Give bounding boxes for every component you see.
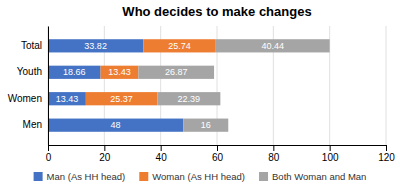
x-axis: 0 20 40 60 80 100 120 <box>46 145 396 163</box>
y-axis: Men Women Youth Total <box>8 27 49 146</box>
axis-line <box>49 146 387 152</box>
tick: 100 <box>322 145 339 163</box>
tick-mark <box>48 145 49 151</box>
data-label: 33.82 <box>84 41 107 51</box>
data-label: 25.37 <box>110 94 133 104</box>
data-label: 22.39 <box>178 94 201 104</box>
tick: 80 <box>268 145 280 163</box>
legend-swatch <box>139 172 148 181</box>
data-label: 40.44 <box>261 41 284 51</box>
tick-mark <box>161 145 162 151</box>
legend-item: Both Woman and Man <box>259 171 366 182</box>
tick: Total <box>21 40 42 51</box>
legend: Man (As HH head) Woman (As HH head) Both W… <box>34 171 367 182</box>
tick-label: 40 <box>156 152 168 163</box>
tick-label: Men <box>23 119 42 130</box>
bar <box>143 39 216 52</box>
tick-label: Total <box>21 40 42 51</box>
legend-swatch <box>34 172 43 181</box>
bar <box>216 39 330 52</box>
plot: 0 20 40 60 80 100 120 Men Women Youth Total 48 16 13.… <box>8 26 396 163</box>
bars <box>48 39 330 132</box>
tick-mark <box>217 145 218 151</box>
tick: 0 <box>46 145 52 163</box>
data-label: 13.43 <box>108 67 131 77</box>
tick-label: 20 <box>99 152 111 163</box>
tick: Youth <box>17 66 42 77</box>
tick-label: 60 <box>212 152 224 163</box>
data-label: 25.74 <box>168 41 191 51</box>
chart: 0 20 40 60 80 100 120 Men Women Youth Total 48 16 13.… <box>0 0 400 187</box>
tick: 120 <box>378 145 395 163</box>
grid-line <box>48 26 49 145</box>
tick-label: Youth <box>17 66 42 77</box>
bar <box>48 119 183 132</box>
tick-mark <box>273 145 274 151</box>
bar <box>101 66 139 79</box>
data-label: 48 <box>111 120 121 130</box>
tick-mark <box>330 145 331 151</box>
data-label: 16 <box>201 120 211 130</box>
grid <box>48 26 386 145</box>
tick: 40 <box>156 145 168 163</box>
tick: Women <box>8 93 42 104</box>
axis-line <box>48 27 49 146</box>
bar <box>86 92 157 105</box>
bar <box>48 92 86 105</box>
data-labels: 48 16 13.43 25.37 22.39 18.66 13.43 26.87 33.82 2… <box>56 41 284 130</box>
bar <box>157 92 220 105</box>
data-label: 13.43 <box>56 94 79 104</box>
tick: 20 <box>99 145 111 163</box>
tick: Men <box>23 119 42 130</box>
legend-label: Woman (As HH head) <box>152 171 245 182</box>
bar <box>48 39 143 52</box>
tick-mark <box>386 145 387 151</box>
grid-line <box>386 26 387 145</box>
tick-label: 120 <box>378 152 395 163</box>
legend-swatch <box>259 172 268 181</box>
legend-item: Man (As HH head) <box>34 171 126 182</box>
data-label: 26.87 <box>165 67 188 77</box>
bar <box>183 119 228 132</box>
bar <box>48 66 101 79</box>
legend-label: Man (As HH head) <box>47 171 126 182</box>
data-label: 18.66 <box>63 67 86 77</box>
title: Who decides to make changes <box>122 4 311 19</box>
tick-label: Women <box>8 93 42 104</box>
tick-label: 80 <box>268 152 280 163</box>
tick-label: 0 <box>46 152 52 163</box>
bar <box>138 66 214 79</box>
tick-label: 100 <box>322 152 339 163</box>
legend-item: Woman (As HH head) <box>139 171 245 182</box>
tick: 60 <box>212 145 224 163</box>
legend-label: Both Woman and Man <box>272 171 366 182</box>
tick-mark <box>104 145 105 151</box>
